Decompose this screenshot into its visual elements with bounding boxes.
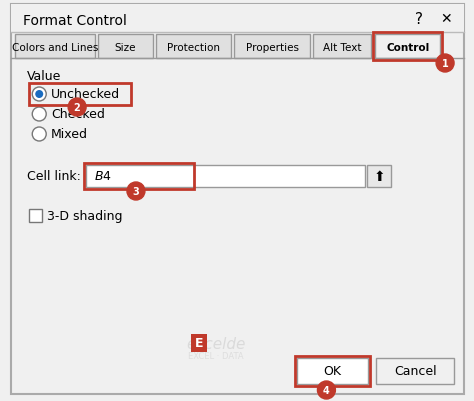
Text: 3: 3 (133, 186, 139, 196)
Circle shape (32, 108, 46, 122)
Text: Cell link:: Cell link: (27, 170, 81, 183)
Bar (15, 35, 95, 59)
Bar (376, 358, 454, 384)
Bar (294, 356, 370, 386)
Text: Protection: Protection (167, 43, 220, 53)
Bar (313, 35, 371, 59)
Bar (29, 84, 131, 106)
Bar (156, 35, 231, 59)
Text: Mixed: Mixed (51, 128, 88, 141)
Text: OK: OK (323, 365, 341, 378)
Text: Unchecked: Unchecked (51, 88, 120, 101)
Text: Format Control: Format Control (23, 14, 127, 28)
Bar (84, 164, 194, 190)
Text: $B$4: $B$4 (94, 170, 112, 183)
Text: Colors and Lines: Colors and Lines (12, 43, 99, 53)
Bar (11, 5, 464, 33)
Circle shape (436, 55, 454, 73)
Text: Size: Size (115, 43, 136, 53)
Bar (86, 166, 365, 188)
Text: excelde: excelde (186, 337, 246, 352)
Text: Alt Text: Alt Text (323, 43, 362, 53)
Bar (234, 35, 310, 59)
Text: 1: 1 (442, 59, 448, 69)
Text: ✕: ✕ (440, 12, 452, 26)
Text: Control: Control (386, 43, 429, 53)
Bar (297, 358, 368, 384)
Text: Properties: Properties (246, 43, 299, 53)
Text: EXCEL · DATA: EXCEL · DATA (188, 352, 244, 360)
Text: 2: 2 (74, 103, 81, 113)
Circle shape (32, 88, 46, 102)
Text: Value: Value (27, 70, 62, 83)
Bar (375, 35, 440, 59)
Text: 4: 4 (323, 385, 330, 395)
Circle shape (35, 91, 43, 99)
Circle shape (127, 182, 145, 200)
Circle shape (32, 128, 46, 142)
Bar (374, 33, 442, 61)
Bar (191, 334, 207, 352)
Circle shape (68, 99, 86, 117)
Text: Checked: Checked (51, 108, 105, 121)
Text: Cancel: Cancel (394, 365, 437, 378)
Bar (367, 166, 391, 188)
Text: ⬆: ⬆ (374, 170, 385, 184)
Text: E: E (194, 337, 203, 350)
Bar (98, 35, 153, 59)
Text: 3-D shading: 3-D shading (47, 210, 123, 223)
Text: ?: ? (415, 12, 423, 26)
Circle shape (318, 381, 336, 399)
Bar (29, 209, 42, 223)
